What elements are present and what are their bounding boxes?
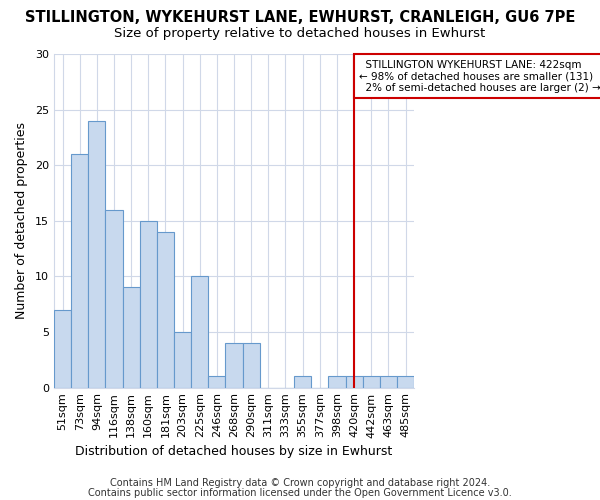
Text: Contains HM Land Registry data © Crown copyright and database right 2024.: Contains HM Land Registry data © Crown c… (110, 478, 490, 488)
Bar (208, 376, 226, 388)
Bar (294, 376, 311, 388)
X-axis label: Distribution of detached houses by size in Ewhurst: Distribution of detached houses by size … (76, 444, 392, 458)
Bar (226, 343, 242, 388)
Bar (191, 276, 208, 388)
Text: STILLINGTON WYKEHURST LANE: 422sqm
← 98% of detached houses are smaller (131)
  : STILLINGTON WYKEHURST LANE: 422sqm ← 98%… (359, 60, 600, 93)
Bar (174, 332, 191, 388)
Bar (157, 232, 174, 388)
Bar (380, 376, 397, 388)
Bar (140, 221, 157, 388)
Bar (54, 310, 71, 388)
Text: Contains public sector information licensed under the Open Government Licence v3: Contains public sector information licen… (88, 488, 512, 498)
Text: Size of property relative to detached houses in Ewhurst: Size of property relative to detached ho… (115, 28, 485, 40)
Bar (346, 376, 362, 388)
Bar (328, 376, 346, 388)
Text: STILLINGTON, WYKEHURST LANE, EWHURST, CRANLEIGH, GU6 7PE: STILLINGTON, WYKEHURST LANE, EWHURST, CR… (25, 10, 575, 25)
Bar (397, 376, 414, 388)
Bar (106, 210, 122, 388)
Bar (71, 154, 88, 388)
Y-axis label: Number of detached properties: Number of detached properties (15, 122, 28, 320)
Bar (122, 288, 140, 388)
Bar (362, 376, 380, 388)
Bar (88, 120, 106, 388)
Bar (242, 343, 260, 388)
